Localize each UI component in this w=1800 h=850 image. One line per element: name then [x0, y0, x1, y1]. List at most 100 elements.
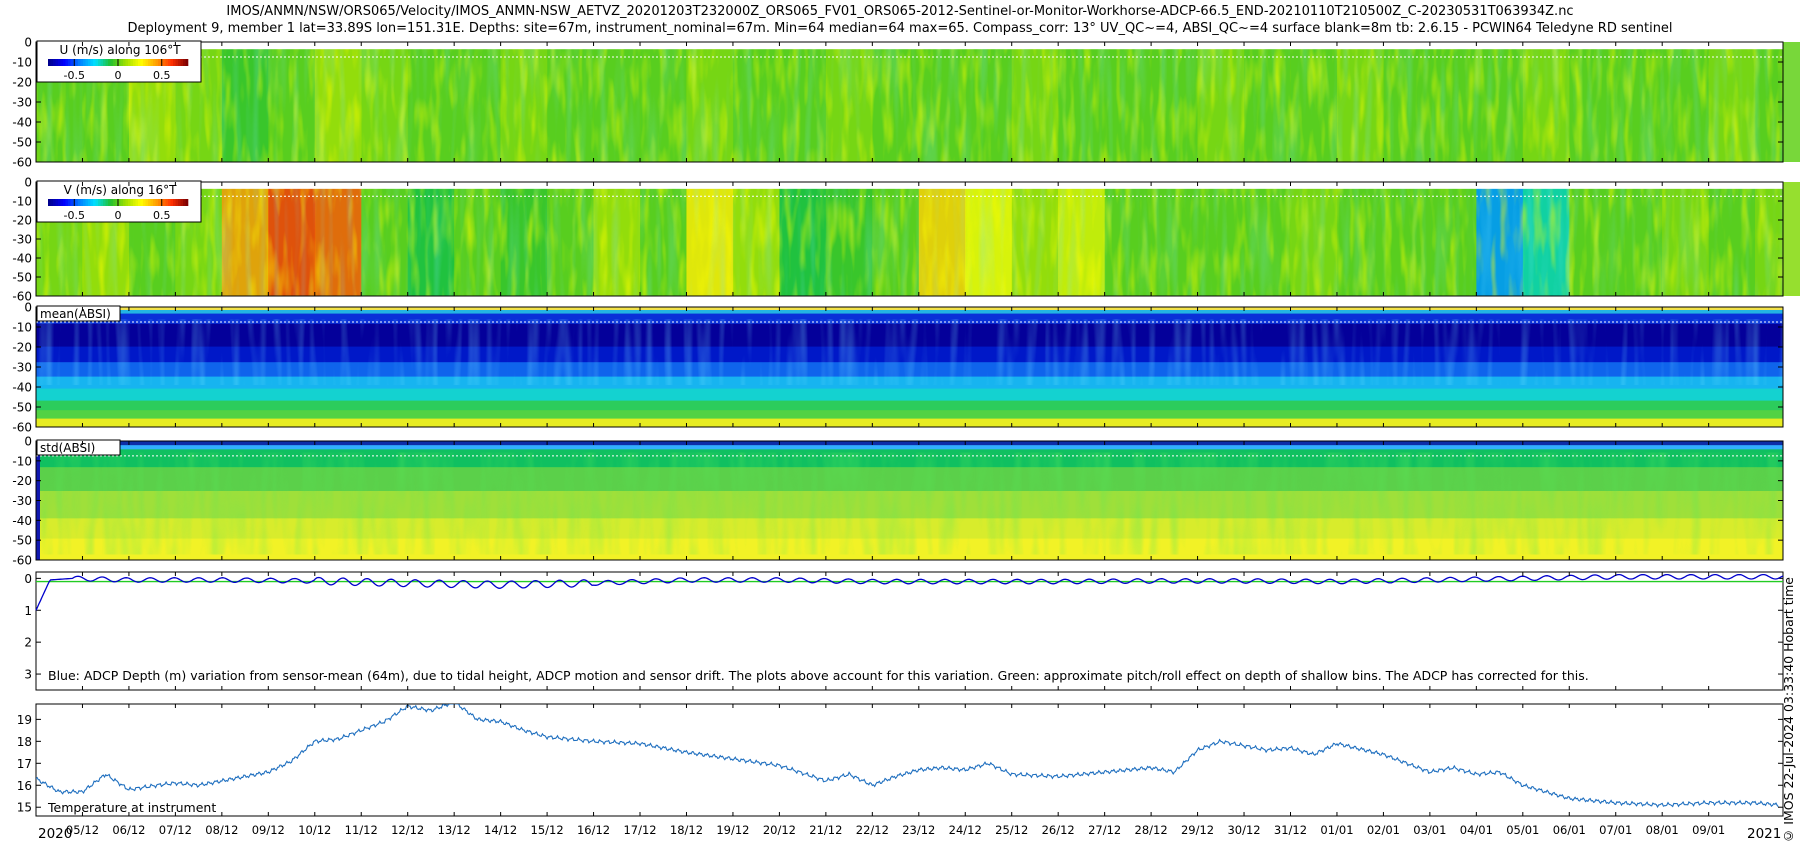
colorbar-swatch [68, 59, 71, 66]
colorbar-swatch [170, 199, 174, 206]
colorbar-swatch [75, 199, 79, 206]
y-tick-label: 0 [24, 572, 32, 586]
colorbar-swatch [118, 199, 121, 206]
u-colorbar-legend: U (m/s) along 106°T -0.5 0 0.5 [36, 40, 202, 83]
heatmap-depth-band [36, 445, 1783, 450]
heatmap-depth-band [36, 388, 1783, 402]
y-tick-label: 2 [24, 636, 32, 650]
colorbar-swatch [148, 59, 151, 66]
colorbar-swatch [175, 199, 179, 206]
colorbar-swatch [58, 59, 61, 66]
y-tick-label: -20 [12, 76, 32, 90]
x-tick-label: 23/12 [902, 823, 935, 837]
x-tick-label: 08/12 [205, 823, 238, 837]
colorbar-swatch [68, 199, 71, 206]
colorbar-tick-label: 0.5 [153, 209, 171, 222]
x-tick-label: 26/12 [1042, 823, 1075, 837]
surface-blank [36, 42, 1783, 50]
y-tick-label: -50 [12, 401, 32, 415]
v-colorbar-legend: V (m/s) along 16°T -0.5 0 0.5 [36, 180, 202, 223]
y-tick-label: 17 [17, 757, 32, 771]
colorbar-swatch [170, 59, 174, 66]
colorbar-swatch [153, 199, 156, 206]
x-tick-label: 04/01 [1460, 823, 1493, 837]
colorbar-swatch [48, 199, 51, 206]
heatmap-texture [36, 182, 1783, 296]
colorbar-swatch [185, 199, 189, 206]
colorbar-swatch [180, 199, 184, 206]
x-tick-label: 13/12 [438, 823, 471, 837]
colorbar-swatch [95, 59, 99, 66]
x-tick-label: 21/12 [809, 823, 842, 837]
y-tick-label: -10 [12, 56, 32, 70]
colorbar-swatch [83, 199, 86, 206]
colorbar-swatch [155, 59, 159, 66]
colorbar-swatch [115, 59, 119, 66]
x-tick-label: 06/01 [1553, 823, 1586, 837]
x-tick-label: 12/12 [391, 823, 424, 837]
x-tick-label: 19/12 [716, 823, 749, 837]
colorbar-swatch [133, 59, 136, 66]
heatmap-depth-band [36, 418, 1783, 428]
heatmap-depth-band [36, 410, 1783, 420]
colorbar-swatch [78, 59, 81, 66]
y-tick-label: 3 [24, 668, 32, 682]
legend-label: std(ABSI) [40, 441, 95, 455]
colorbar-swatch [180, 59, 184, 66]
colorbar-swatch [85, 59, 89, 66]
colorbar-swatch [130, 59, 134, 66]
y-tick-label: -60 [12, 290, 32, 304]
colorbar-swatch [108, 199, 111, 206]
colorbar-swatch [53, 199, 56, 206]
colorbar-swatch [163, 59, 166, 66]
colorbar-swatch [85, 199, 89, 206]
y-tick-label: -50 [12, 271, 32, 285]
colorbar-swatch [50, 199, 54, 206]
colorbar-swatch [80, 59, 84, 66]
temperature-label: Temperature at instrument [47, 800, 216, 815]
colorbar-swatch [55, 59, 59, 66]
colorbar-swatch [123, 59, 126, 66]
y-tick-label: -40 [12, 116, 32, 130]
std_absi-legend: std(ABSI) [36, 439, 121, 456]
x-tick-label: 10/12 [298, 823, 331, 837]
colorbar-swatch [183, 59, 186, 66]
colorbar-title: V (m/s) along 16°T [64, 183, 178, 197]
x-tick-label: 25/12 [995, 823, 1028, 837]
x-tick-label: 09/01 [1692, 823, 1725, 837]
colorbar-tick-label: -0.5 [64, 209, 85, 222]
colorbar-swatch [120, 199, 124, 206]
colorbar-swatch [60, 59, 64, 66]
x-tick-label: 02/01 [1367, 823, 1400, 837]
colorbar-swatch [158, 199, 161, 206]
colorbar-swatch [150, 199, 154, 206]
heatmap-depth-band [36, 441, 1783, 446]
x-tick-label: 14/12 [484, 823, 517, 837]
colorbar-swatch [138, 199, 141, 206]
x-tick-label: 09/12 [252, 823, 285, 837]
x-tick-label: 07/12 [159, 823, 192, 837]
colorbar-swatch [63, 199, 66, 206]
colorbar-swatch [65, 59, 69, 66]
colorbar-swatch [120, 59, 124, 66]
colorbar-tick-label: -0.5 [64, 69, 85, 82]
colorbar-swatch [168, 59, 171, 66]
y-tick-label: -30 [12, 361, 32, 375]
y-tick-label: 0 [24, 435, 32, 449]
colorbar-swatch [123, 199, 126, 206]
colorbar-swatch [110, 199, 114, 206]
x-tick-label: 22/12 [856, 823, 889, 837]
credit-text: © IMOS 22-Jul-2024 03:33:40 Hobart time [1781, 577, 1796, 844]
colorbar-swatch [155, 199, 159, 206]
colorbar-swatch [163, 199, 166, 206]
y-tick-label: 15 [17, 801, 32, 815]
y-tick-label: 16 [17, 779, 32, 793]
colorbar-swatch [150, 59, 154, 66]
x-tick-label: 28/12 [1135, 823, 1168, 837]
u-heatmap [36, 42, 1800, 162]
colorbar-swatch [133, 199, 136, 206]
y-tick-label: -40 [12, 514, 32, 528]
heatmap-depth-band [36, 307, 1783, 311]
x-tick-label: 01/01 [1320, 823, 1353, 837]
